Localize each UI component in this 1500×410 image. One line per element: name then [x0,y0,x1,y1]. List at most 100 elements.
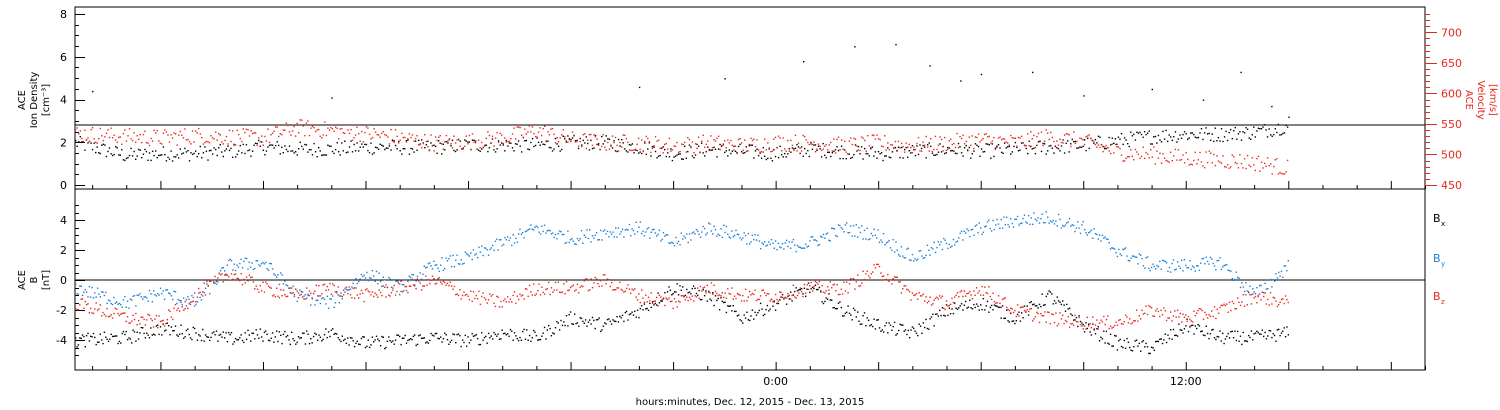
density-point [248,149,251,151]
bz-point [997,295,1000,297]
velocity-point [151,140,154,142]
bz-point [1175,316,1177,318]
bz-point [934,297,937,299]
density-point [744,152,746,154]
by-point [184,300,186,303]
density-point [562,135,564,137]
velocity-point [344,132,346,135]
bz-point [498,306,501,308]
bz-point [609,285,611,288]
bx-point [773,301,775,303]
bz-point [650,292,652,294]
bz-point [665,297,667,299]
bx-point [517,339,520,342]
bz-point [924,300,926,302]
bz-point [735,297,737,300]
bz-point [546,288,548,290]
bx-point [293,339,296,342]
by-point [572,240,574,242]
density-point [665,155,667,158]
bz-point [297,297,300,299]
velocity-tick-label: 450 [1441,179,1462,192]
density-point [864,147,866,150]
density-point [1268,128,1270,130]
velocity-point [1142,146,1144,148]
density-point [1119,138,1121,140]
by-point [360,273,363,276]
bx-point [118,340,121,343]
bz-point [594,276,596,279]
by-point [929,254,931,256]
density-point [353,143,355,146]
by-point [902,255,904,257]
bz-point [114,307,116,310]
density-point [113,153,115,156]
bx-point [297,336,300,338]
bz-point [814,280,816,283]
velocity-point [767,142,769,144]
density-point [688,144,691,146]
bx-point [478,343,480,346]
density-point [564,138,566,140]
by-point [1074,230,1076,233]
by-point [278,283,281,286]
bz-point [632,289,635,291]
density-point [576,139,578,142]
bz-point [561,291,564,293]
by-point [234,269,237,272]
velocity-point [484,145,486,147]
velocity-point [485,137,487,139]
by-point [567,230,569,232]
velocity-point [1239,154,1241,156]
by-point [887,241,889,243]
by-point [1243,290,1246,293]
bz-point [740,300,743,302]
bx-point [239,337,241,339]
density-point [1270,134,1272,136]
bz-point [1047,311,1049,313]
bz-point [1264,292,1266,294]
by-point [347,293,349,295]
bz-point [817,283,819,285]
density-point [962,155,964,157]
legend-bz: B z [1433,290,1445,306]
bx-point [625,310,628,313]
velocity-point [427,146,429,148]
by-point [1012,226,1015,228]
density-point [1266,136,1269,138]
bz-point [1287,301,1289,304]
density-point [336,142,338,144]
velocity-point [1030,131,1032,133]
velocity-point [739,137,741,140]
bx-point [1204,334,1206,337]
by-point [334,302,337,304]
bx-point [236,339,238,341]
by-point [267,269,270,271]
bx-point [785,303,788,305]
by-point [813,239,815,241]
density-point [694,154,697,156]
velocity-point [733,149,735,151]
velocity-point [673,145,675,147]
velocity-point [607,141,609,144]
bx-point [1205,325,1207,327]
density-point [270,144,272,146]
velocity-point [316,129,318,131]
velocity-point [304,135,306,137]
velocity-point [465,135,467,137]
bz-point [1090,327,1093,329]
density-point [773,149,775,151]
velocity-point [1114,143,1117,146]
by-point [444,267,446,270]
bx-point [375,335,378,337]
density-point [967,149,969,152]
bx-point [703,295,706,297]
bx-point [278,331,281,333]
bx-point [1105,330,1108,333]
by-point [687,241,689,244]
bz-point [342,289,345,291]
bz-point [381,294,383,297]
density-point [84,149,86,151]
bz-point [776,298,778,301]
bx-point [1086,327,1088,330]
